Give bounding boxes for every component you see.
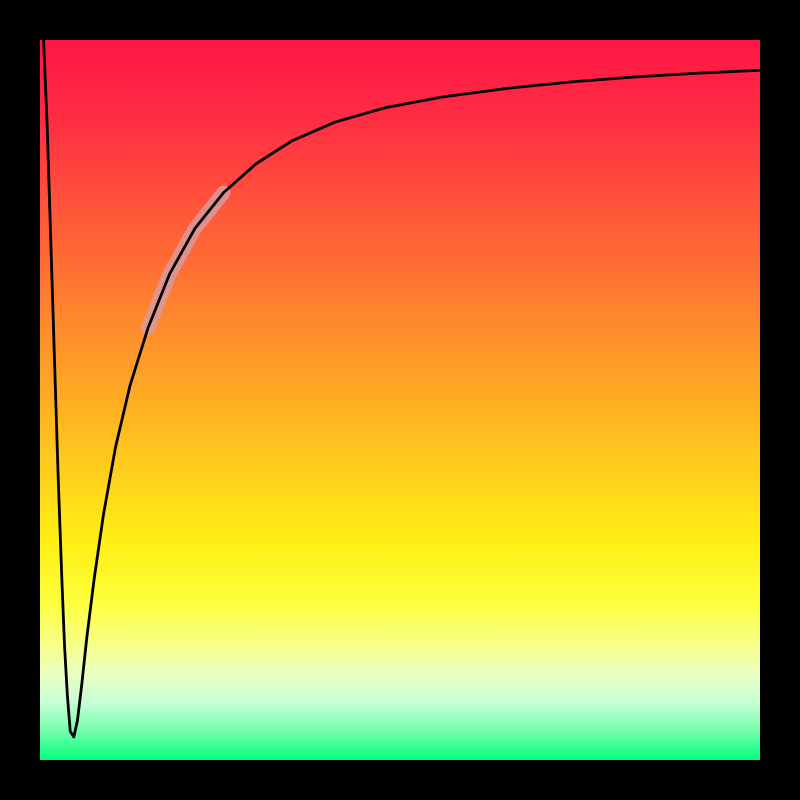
chart-frame xyxy=(0,0,800,800)
frame-top xyxy=(0,0,800,40)
chart-container: TheBottlenecker.com xyxy=(0,0,800,800)
frame-right xyxy=(760,0,800,800)
frame-left xyxy=(0,0,40,800)
frame-bottom xyxy=(0,760,800,800)
